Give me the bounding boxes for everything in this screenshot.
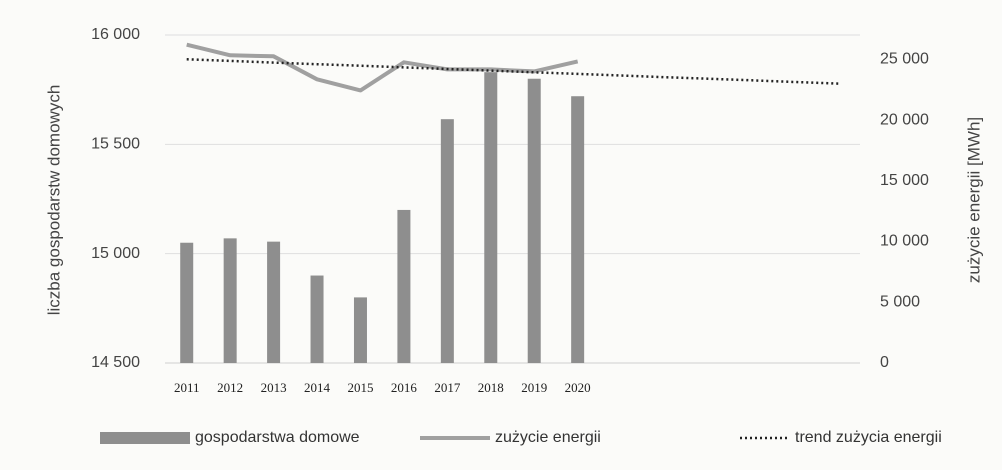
x-tick-label: 2012 bbox=[217, 380, 243, 395]
y2-tick-label: 15 000 bbox=[880, 172, 929, 189]
trend-line bbox=[186, 58, 839, 85]
y-axis-label: liczba gospodarstw domowych bbox=[44, 85, 63, 316]
bar bbox=[397, 209, 411, 363]
x-tick-label: 2015 bbox=[347, 380, 373, 395]
x-tick-label: 2016 bbox=[391, 380, 418, 395]
legend-label: trend zużycia energii bbox=[795, 429, 942, 446]
bar bbox=[310, 275, 324, 363]
legend-label: zużycie energii bbox=[495, 429, 601, 446]
y-tick-label: 15 500 bbox=[91, 136, 140, 153]
bar bbox=[571, 96, 585, 363]
x-tick-label: 2011 bbox=[174, 380, 200, 395]
bar bbox=[484, 72, 498, 363]
legend-label: gospodarstwa domowe bbox=[195, 429, 360, 446]
y2-tick-label: 25 000 bbox=[880, 51, 929, 68]
legend-swatch bbox=[100, 432, 190, 444]
x-tick-label: 2013 bbox=[261, 380, 287, 395]
bar bbox=[440, 119, 454, 363]
bar bbox=[180, 242, 194, 363]
bar bbox=[267, 241, 281, 363]
y2-axis-label: zużycie energii [MWh] bbox=[964, 117, 983, 283]
y2-tick-label: 0 bbox=[880, 354, 889, 371]
x-tick-label: 2019 bbox=[521, 380, 547, 395]
y-tick-label: 16 000 bbox=[91, 26, 140, 43]
bar bbox=[527, 78, 541, 363]
y2-tick-label: 20 000 bbox=[880, 111, 929, 128]
x-tick-label: 2018 bbox=[478, 380, 504, 395]
y2-tick-label: 10 000 bbox=[880, 233, 929, 250]
y2-tick-label: 5 000 bbox=[880, 293, 920, 310]
y-tick-label: 15 000 bbox=[91, 245, 140, 262]
x-tick-label: 2014 bbox=[304, 380, 331, 395]
bar bbox=[223, 238, 237, 363]
x-tick-label: 2017 bbox=[434, 380, 461, 395]
x-tick-label: 2020 bbox=[565, 380, 591, 395]
y-tick-label: 14 500 bbox=[91, 354, 140, 371]
bar bbox=[353, 297, 367, 363]
